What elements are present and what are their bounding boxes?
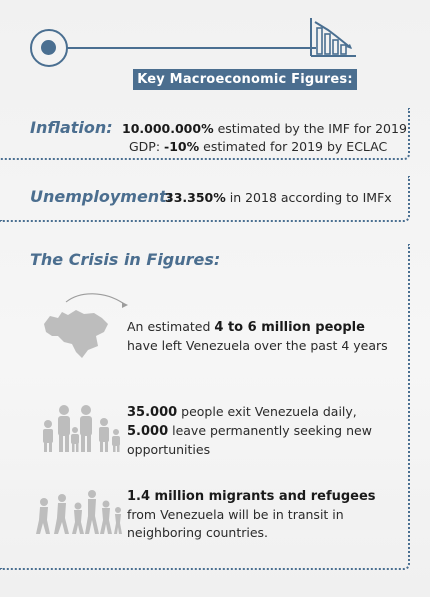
crisis-item-3-line3: neighboring countries. <box>127 525 269 540</box>
inflation-text: estimated by the IMF for 2019 <box>213 121 407 136</box>
crisis-item-2-line2: 5.000 leave permanently seeking new <box>127 422 372 441</box>
crisis-item-1-bold: 4 to 6 million people <box>214 320 365 335</box>
gdp-prefix: GDP: <box>129 139 165 154</box>
walking-migrants-icon <box>36 490 122 534</box>
gdp-line: GDP: -10% estimated for 2019 by ECLAC <box>129 139 387 154</box>
gdp-value: -10% <box>164 139 200 154</box>
crisis-item-3-line2: from Venezuela will be in transit in <box>127 507 344 522</box>
crisis-item-2-text2: leave permanently seeking new <box>168 423 372 438</box>
venezuela-map-icon <box>44 293 128 358</box>
inflation-value: 10.000.000% <box>122 121 214 136</box>
crisis-item-daily-exit: 35.000 people exit Venezuela daily, 5.00… <box>127 403 372 459</box>
unemployment-line: 33.350% in 2018 according to IMFx <box>165 190 392 205</box>
crisis-item-2-text1: people exit Venezuela daily, <box>177 404 357 419</box>
crisis-item-migrants: 1.4 million migrants and refugees from V… <box>127 487 376 542</box>
inflation-line-1: 10.000.000% estimated by the IMF for 201… <box>122 121 407 136</box>
unemployment-text: in 2018 according to IMFx <box>225 190 392 205</box>
unemployment-value: 33.350% <box>165 190 226 205</box>
unemployment-title: Unemployment: <box>30 187 174 206</box>
crisis-item-2-bold2: 5.000 <box>127 424 169 439</box>
crisis-box <box>0 244 410 570</box>
crisis-item-1-line2: have left Venezuela over the past 4 year… <box>127 338 388 353</box>
crisis-item-3-bold: 1.4 million migrants and refugees <box>127 489 376 504</box>
unemployment-box <box>0 176 410 222</box>
header-circle-icon <box>30 29 68 67</box>
crisis-item-1-line1: An estimated 4 to 6 million people <box>127 318 388 337</box>
header-line <box>48 47 316 49</box>
family-group-icon <box>43 405 120 452</box>
crisis-title: The Crisis in Figures: <box>30 250 221 269</box>
header-dot <box>41 40 56 55</box>
crisis-item-2-bold1: 35.000 <box>127 405 178 420</box>
crisis-item-2-line1: 35.000 people exit Venezuela daily, <box>127 403 372 422</box>
crisis-item-emigrants: An estimated 4 to 6 million people have … <box>127 318 388 355</box>
declining-chart-icon <box>310 18 356 57</box>
crisis-item-3-line1: 1.4 million migrants and refugees <box>127 487 376 506</box>
inflation-box <box>0 108 410 160</box>
key-figures-banner: Key Macroeconomic Figures: <box>133 69 357 90</box>
crisis-item-1-pre: An estimated <box>127 319 215 334</box>
gdp-text: estimated for 2019 by ECLAC <box>199 139 388 154</box>
inflation-title: Inflation: <box>30 118 113 137</box>
crisis-item-2-line3: opportunities <box>127 442 211 457</box>
